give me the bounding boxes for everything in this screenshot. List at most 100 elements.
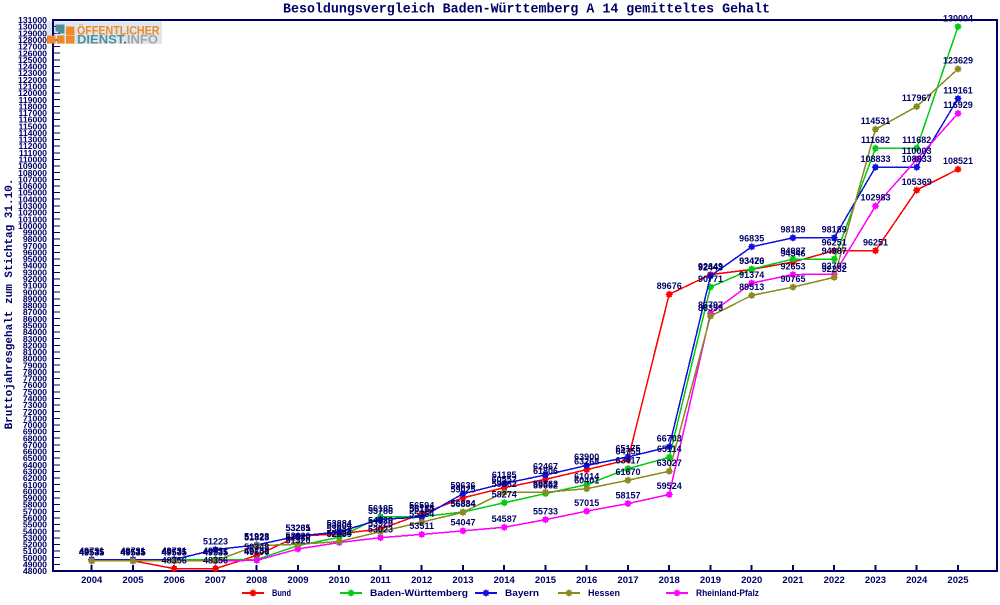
svg-text:94546: 94546	[780, 249, 805, 259]
svg-text:49535: 49535	[120, 548, 145, 558]
svg-text:2018: 2018	[659, 575, 680, 586]
svg-text:2023: 2023	[865, 575, 886, 586]
svg-text:92000: 92000	[23, 274, 47, 284]
svg-text:49600: 49600	[244, 547, 269, 557]
svg-text:122000: 122000	[18, 75, 47, 85]
svg-text:62467: 62467	[533, 462, 558, 472]
svg-text:52289: 52289	[327, 529, 352, 539]
svg-text:Hessen: Hessen	[588, 588, 620, 599]
svg-text:90765: 90765	[780, 274, 805, 284]
svg-text:92703: 92703	[822, 261, 847, 271]
svg-text:49535: 49535	[79, 548, 104, 558]
svg-text:105369: 105369	[902, 177, 932, 187]
svg-text:52000: 52000	[23, 540, 47, 550]
svg-text:2006: 2006	[164, 575, 185, 586]
svg-text:85000: 85000	[23, 320, 47, 330]
svg-text:72000: 72000	[23, 407, 47, 417]
svg-text:88000: 88000	[23, 301, 47, 311]
svg-text:58000: 58000	[23, 500, 47, 510]
svg-text:116000: 116000	[18, 115, 47, 125]
svg-text:49535: 49535	[203, 548, 228, 558]
svg-text:129000: 129000	[18, 28, 47, 38]
svg-text:98000: 98000	[23, 234, 47, 244]
svg-text:76000: 76000	[23, 380, 47, 390]
svg-text:94987: 94987	[780, 246, 805, 256]
svg-text:59862: 59862	[492, 479, 517, 489]
svg-text:51223: 51223	[203, 536, 228, 546]
svg-text:54320: 54320	[368, 516, 393, 526]
svg-text:63900: 63900	[574, 452, 599, 462]
svg-text:90771: 90771	[698, 274, 723, 284]
svg-text:62000: 62000	[23, 473, 47, 483]
svg-text:66703: 66703	[657, 434, 682, 444]
svg-text:68000: 68000	[23, 433, 47, 443]
svg-text:117000: 117000	[18, 108, 47, 118]
svg-text:108000: 108000	[18, 168, 47, 178]
svg-text:124000: 124000	[18, 62, 47, 72]
svg-text:48000: 48000	[23, 566, 47, 576]
svg-text:79000: 79000	[23, 360, 47, 370]
svg-text:105000: 105000	[18, 188, 47, 198]
svg-text:102000: 102000	[18, 208, 47, 218]
svg-text:48356: 48356	[162, 555, 187, 565]
svg-text:2022: 2022	[824, 575, 845, 586]
svg-text:49535: 49535	[79, 548, 104, 558]
svg-text:56185: 56185	[368, 503, 393, 513]
svg-text:51000: 51000	[23, 546, 47, 556]
svg-text:54000: 54000	[23, 526, 47, 536]
svg-text:2007: 2007	[205, 575, 226, 586]
svg-text:64755: 64755	[615, 446, 640, 456]
svg-text:115000: 115000	[18, 121, 47, 131]
svg-text:92232: 92232	[822, 264, 847, 274]
svg-text:53023: 53023	[368, 524, 393, 534]
svg-text:49535: 49535	[162, 548, 187, 558]
svg-text:2024: 2024	[906, 575, 928, 586]
svg-text:86399: 86399	[698, 303, 723, 313]
svg-text:92649: 92649	[698, 261, 723, 271]
svg-text:123000: 123000	[18, 68, 47, 78]
svg-text:116929: 116929	[943, 100, 973, 110]
svg-text:65000: 65000	[23, 453, 47, 463]
svg-text:50348: 50348	[244, 542, 269, 552]
svg-text:57015: 57015	[574, 498, 599, 508]
svg-text:89676: 89676	[657, 281, 682, 291]
svg-text:56594: 56594	[409, 501, 434, 511]
svg-text:119000: 119000	[18, 95, 47, 105]
svg-text:49731: 49731	[162, 546, 187, 556]
svg-text:2017: 2017	[617, 575, 638, 586]
svg-text:49535: 49535	[120, 548, 145, 558]
svg-text:82000: 82000	[23, 340, 47, 350]
svg-text:59025: 59025	[450, 485, 475, 495]
svg-text:83000: 83000	[23, 334, 47, 344]
svg-text:121000: 121000	[18, 81, 47, 91]
svg-text:56114: 56114	[409, 504, 434, 514]
svg-text:Bayern: Bayern	[505, 588, 539, 599]
svg-text:98189: 98189	[822, 225, 847, 235]
svg-text:61185: 61185	[492, 470, 517, 480]
svg-text:2015: 2015	[535, 575, 557, 586]
svg-text:106000: 106000	[18, 181, 47, 191]
svg-text:69000: 69000	[23, 427, 47, 437]
svg-text:74000: 74000	[23, 394, 47, 404]
svg-text:120000: 120000	[18, 88, 47, 98]
svg-text:2020: 2020	[741, 575, 762, 586]
svg-text:49731: 49731	[120, 546, 145, 556]
svg-text:117967: 117967	[902, 93, 932, 103]
svg-text:55000: 55000	[23, 520, 47, 530]
svg-text:78000: 78000	[23, 367, 47, 377]
svg-text:49535: 49535	[79, 548, 104, 558]
svg-text:56834: 56834	[450, 499, 475, 509]
svg-text:2011: 2011	[370, 575, 391, 586]
svg-text:127000: 127000	[18, 42, 47, 52]
svg-text:110000: 110000	[18, 155, 47, 165]
svg-text:98189: 98189	[780, 225, 805, 235]
svg-text:86000: 86000	[23, 314, 47, 324]
svg-text:ÖFFENTLICHER: ÖFFENTLICHER	[77, 24, 160, 37]
svg-text:49535: 49535	[79, 548, 104, 558]
svg-text:96000: 96000	[23, 247, 47, 257]
svg-text:52020: 52020	[285, 531, 310, 541]
svg-text:63268: 63268	[574, 456, 599, 466]
svg-text:87000: 87000	[23, 307, 47, 317]
svg-text:53884: 53884	[327, 519, 352, 529]
svg-text:2008: 2008	[246, 575, 267, 586]
